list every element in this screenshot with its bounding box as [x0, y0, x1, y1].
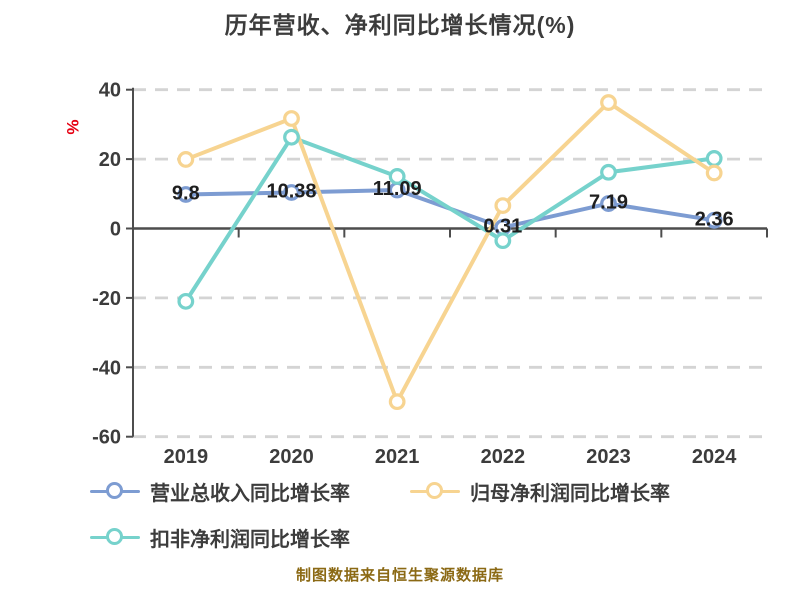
series-0-point-2023 — [600, 195, 617, 212]
y-tick-label--20: -20 — [92, 288, 121, 310]
legend-marker-net-profit-growth-icon — [410, 479, 460, 503]
x-tick-label-2020: 2020 — [269, 446, 314, 468]
series-1-point-2021 — [388, 393, 406, 411]
legend-label-net-profit-growth: 归母净利润同比增长率 — [470, 482, 670, 505]
footer-data-source: 制图数据来自恒生聚源数据库 — [295, 567, 504, 584]
y-tick-label-0: 0 — [110, 219, 121, 241]
series-1-line — [183, 100, 717, 404]
series-0-point-label-2024: 2.36 — [695, 208, 734, 230]
series-2-point-2019 — [177, 292, 195, 310]
legend-label-revenue-growth: 营业总收入同比增长率 — [150, 482, 350, 505]
series-0-point-2020 — [283, 184, 300, 201]
series-0-point-label-2019: 9.8 — [172, 182, 200, 204]
series-1-point-2023 — [600, 94, 617, 111]
legend-item-net-profit-growth: 归母净利润同比增长率 — [410, 479, 670, 505]
series-2-point-2020 — [283, 128, 300, 146]
x-tick-label-2019: 2019 — [164, 446, 209, 468]
legend-label-deducted-net-profit-growth: 扣非净利润同比增长率 — [150, 528, 350, 551]
x-tick-label-2023: 2023 — [586, 446, 631, 468]
series-2-point-2022 — [494, 232, 512, 250]
y-tick-label-20: 20 — [99, 149, 121, 171]
y-tick-label-40: 40 — [99, 80, 121, 102]
legend-marker-revenue-growth-icon — [90, 479, 140, 503]
series-2-point-2023 — [600, 163, 617, 181]
series-1-point-2024 — [705, 164, 723, 182]
legend-marker-deducted-net-profit-growth-icon — [90, 525, 140, 549]
series-1-point-2022 — [494, 197, 512, 214]
series-2-point-2024 — [705, 150, 723, 167]
series-1-point-2019 — [177, 151, 195, 168]
legend-item-revenue-growth: 营业总收入同比增长率 — [90, 479, 350, 505]
x-tick-label-2022: 2022 — [481, 446, 526, 468]
series-0-point-label-2021: 11.09 — [373, 178, 422, 200]
series-1-point-2020 — [283, 110, 300, 127]
series-0-point-label-2023: 7.19 — [589, 192, 628, 214]
series-2-point-2021 — [388, 168, 406, 185]
y-tick-label--40: -40 — [92, 357, 121, 379]
legend-item-deducted-net-profit-growth: 扣非净利润同比增长率 — [90, 525, 350, 551]
x-tick-label-2021: 2021 — [375, 446, 420, 468]
y-tick-label--60: -60 — [92, 427, 121, 449]
series-0-point-2024 — [705, 211, 723, 229]
series-0-point-2019 — [177, 186, 195, 203]
series-2-line — [183, 135, 717, 304]
x-tick-label-2024: 2024 — [692, 446, 737, 468]
series-0-point-label-2022: 0.31 — [483, 215, 522, 237]
chart-title: 历年营收、净利同比增长情况(%) — [224, 12, 576, 38]
series-0-point-label-2020: 10.38 — [266, 180, 316, 202]
